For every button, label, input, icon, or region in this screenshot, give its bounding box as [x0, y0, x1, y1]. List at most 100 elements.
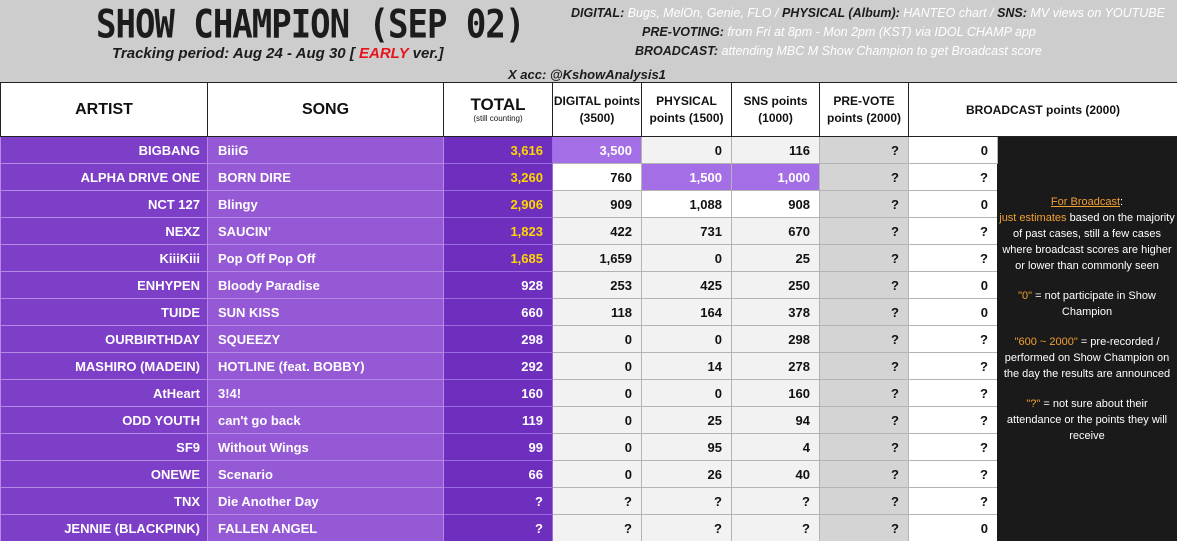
prevote-cell: ?	[819, 217, 909, 245]
artist-cell: TNX	[0, 487, 208, 515]
table-row: TUIDE SUN KISS 660 118 164 378 ? 0	[0, 298, 1177, 326]
digital-cell: 0	[552, 379, 642, 407]
col-header-physical: PHYSICAL points (1500)	[641, 82, 732, 137]
early-label: EARLY	[358, 45, 409, 62]
prevote-cell: ?	[819, 190, 909, 218]
note-unknown: "?" = not sure about their attendance or…	[998, 396, 1176, 444]
sns-cell: 4	[731, 433, 820, 461]
digital-cell: 0	[552, 352, 642, 380]
artist-cell: KiiiKiii	[0, 244, 208, 272]
song-cell: Without Wings	[207, 433, 444, 461]
physical-label: PHYSICAL (Album):	[781, 6, 900, 20]
digital-cell: 0	[552, 406, 642, 434]
prevote-cell: ?	[819, 406, 909, 434]
header-banner: SHOW CHAMPION (SEP 02) Tracking period: …	[0, 0, 1177, 82]
table-row: ODD YOUTH can't go back 119 0 25 94 ? ?	[0, 406, 1177, 434]
digital-cell: 760	[552, 163, 642, 191]
sns-cell: 116	[731, 136, 820, 164]
table-row: ENHYPEN Bloody Paradise 928 253 425 250 …	[0, 271, 1177, 299]
note-zero: "0" = not participate in Show Champion	[998, 288, 1176, 320]
physical-cell: 0	[641, 136, 732, 164]
note-range-text: = pre-recorded / performed on Show Champ…	[1003, 336, 1171, 380]
note-broadcast-title: For Broadcast	[1050, 196, 1121, 208]
scoring-info-line2: PRE-VOTING: from Fri at 8pm - Mon 2pm (K…	[642, 25, 1036, 39]
page-title: SHOW CHAMPION (SEP 02)	[96, 2, 525, 48]
table-row: JENNIE (BLACKPINK) FALLEN ANGEL ? ? ? ? …	[0, 514, 1177, 541]
note-unknown-text: = not sure about their attendance or the…	[1006, 398, 1168, 442]
physical-cell: 14	[641, 352, 732, 380]
song-cell: SQUEEZY	[207, 325, 444, 353]
prevote-cell: ?	[819, 136, 909, 164]
prevote-cell: ?	[819, 487, 909, 515]
tracking-prefix: Tracking period: Aug 24 - Aug 30 [	[112, 45, 355, 62]
broadcast-notes: For Broadcast: just estimates based on t…	[998, 194, 1176, 458]
digital-cell: ?	[552, 487, 642, 515]
note-estimates-text: based on the majority of past cases, sti…	[1002, 212, 1175, 272]
total-cell: 928	[443, 271, 553, 299]
digital-cell: 0	[552, 433, 642, 461]
physical-cell: 95	[641, 433, 732, 461]
sns-cell: 250	[731, 271, 820, 299]
broadcast-cell: ?	[908, 163, 998, 191]
table-row: AtHeart 3!4! 160 0 0 160 ? ?	[0, 379, 1177, 407]
digital-cell: 3,500	[552, 136, 642, 164]
sns-cell: 25	[731, 244, 820, 272]
col-header-artist: ARTIST	[0, 82, 208, 137]
broadcast-cell: ?	[908, 352, 998, 380]
song-cell: SAUCIN'	[207, 217, 444, 245]
artist-cell: NEXZ	[0, 217, 208, 245]
digital-cell: 0	[552, 460, 642, 488]
artist-cell: NCT 127	[0, 190, 208, 218]
physical-cell: ?	[641, 514, 732, 541]
physical-cell: 425	[641, 271, 732, 299]
sns-cell: ?	[731, 514, 820, 541]
digital-cell: 909	[552, 190, 642, 218]
tracking-suffix: ver.]	[412, 45, 444, 62]
song-cell: BORN DIRE	[207, 163, 444, 191]
table-row: SF9 Without Wings 99 0 95 4 ? ?	[0, 433, 1177, 461]
prevote-cell: ?	[819, 163, 909, 191]
song-cell: Scenario	[207, 460, 444, 488]
note-range: "600 ~ 2000" = pre-recorded / performed …	[998, 334, 1176, 382]
broadcast-cell: 0	[908, 514, 998, 541]
total-cell: 119	[443, 406, 553, 434]
digital-cell: 422	[552, 217, 642, 245]
broadcast-cell: 0	[908, 136, 998, 164]
song-cell: can't go back	[207, 406, 444, 434]
broadcast-cell: ?	[908, 325, 998, 353]
prevote-cell: ?	[819, 514, 909, 541]
scoring-info-line1: DIGITAL: Bugs, MelOn, Genie, FLO / PHYSI…	[571, 6, 1165, 20]
total-cell: 1,685	[443, 244, 553, 272]
digital-label: DIGITAL:	[571, 6, 625, 20]
note-range-quote: "600 ~ 2000"	[1014, 336, 1078, 348]
sns-cell: 378	[731, 298, 820, 326]
table-row: NEXZ SAUCIN' 1,823 422 731 670 ? ?	[0, 217, 1177, 245]
tracking-period: Tracking period: Aug 24 - Aug 30 [ EARLY…	[112, 45, 443, 62]
artist-cell: ALPHA DRIVE ONE	[0, 163, 208, 191]
sns-cell: 670	[731, 217, 820, 245]
physical-cell: 0	[641, 325, 732, 353]
table-row: KiiiKiii Pop Off Pop Off 1,685 1,659 0 2…	[0, 244, 1177, 272]
sns-text: MV views on YOUTUBE	[1030, 6, 1165, 20]
song-cell: Bloody Paradise	[207, 271, 444, 299]
digital-cell: 253	[552, 271, 642, 299]
prevote-cell: ?	[819, 244, 909, 272]
prevote-cell: ?	[819, 460, 909, 488]
physical-cell: 731	[641, 217, 732, 245]
physical-cell: 0	[641, 379, 732, 407]
song-cell: 3!4!	[207, 379, 444, 407]
note-broadcast-colon: :	[1120, 196, 1124, 208]
broadcast-cell: ?	[908, 406, 998, 434]
physical-cell: ?	[641, 487, 732, 515]
note-estimates-highlight: just estimates	[999, 212, 1067, 224]
song-cell: Die Another Day	[207, 487, 444, 515]
table-row: MASHIRO (MADEIN) HOTLINE (feat. BOBBY) 2…	[0, 352, 1177, 380]
total-cell: 99	[443, 433, 553, 461]
broadcast-cell: ?	[908, 460, 998, 488]
broadcast-label: BROADCAST:	[635, 44, 719, 58]
col-header-total: TOTAL (still counting)	[443, 82, 553, 137]
note-estimates: For Broadcast: just estimates based on t…	[998, 194, 1176, 274]
physical-cell: 26	[641, 460, 732, 488]
artist-cell: ONEWE	[0, 460, 208, 488]
prevote-text: from Fri at 8pm - Mon 2pm (KST) via IDOL…	[727, 25, 1036, 39]
